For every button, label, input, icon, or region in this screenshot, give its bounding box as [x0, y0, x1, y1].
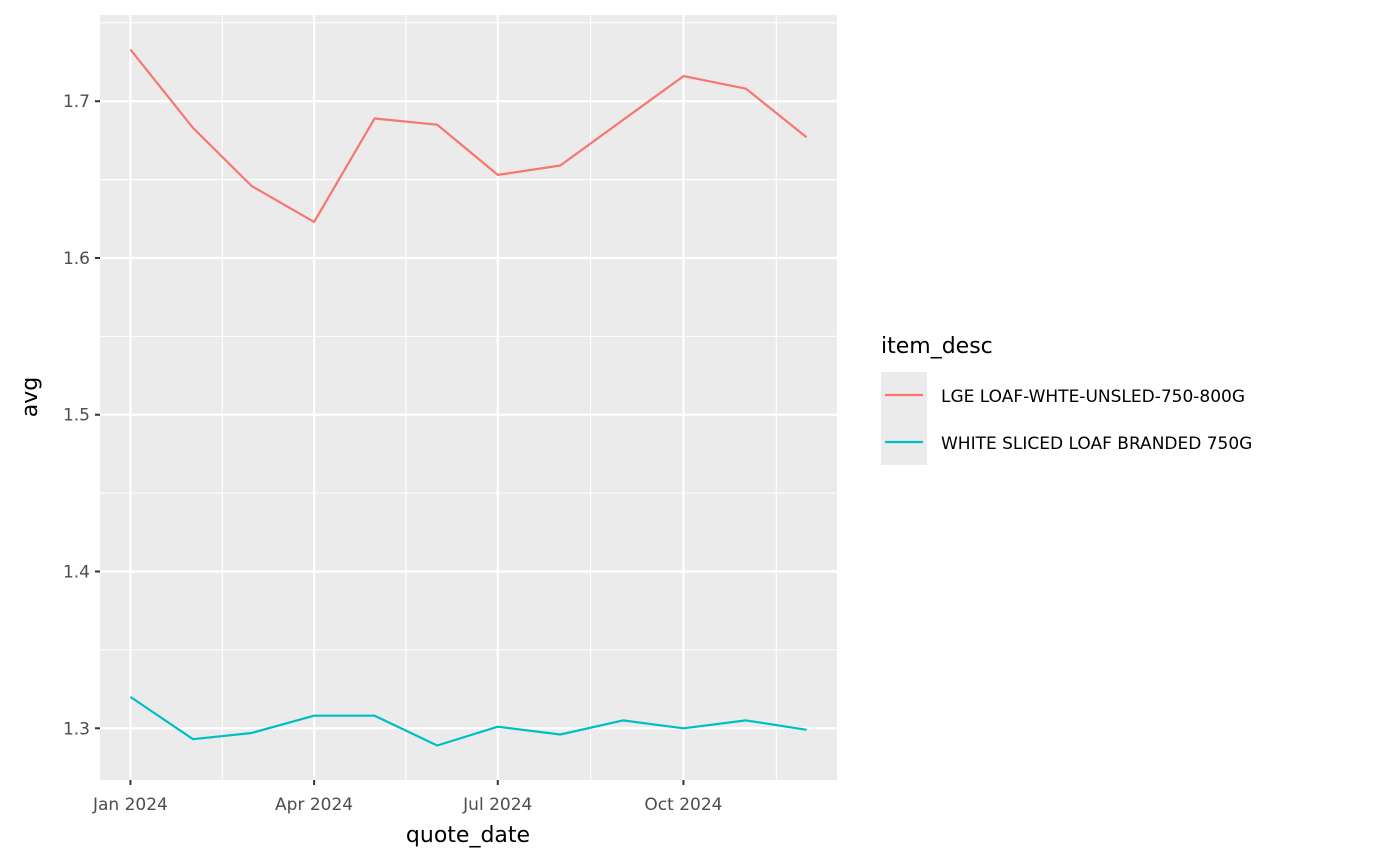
series-line-1: [129, 48, 808, 223]
y-tick-label: 1.7: [63, 92, 90, 112]
legend: item_desc LGE LOAF-WHTE-UNSLED-750-800G …: [881, 334, 1252, 465]
legend-title: item_desc: [881, 334, 993, 359]
y-tick-label: 1.5: [63, 406, 90, 426]
series-lines: [129, 48, 808, 747]
y-tick-label: 1.3: [63, 719, 90, 739]
x-tick-label: Jul 2024: [462, 795, 532, 815]
y-axis: 1.3 1.4 1.5 1.6 1.7: [63, 92, 100, 739]
y-axis-title: avg: [18, 377, 43, 417]
minor-gridlines: [100, 15, 837, 780]
x-axis: Jan 2024 Apr 2024 Jul 2024 Oct 2024: [92, 780, 722, 815]
legend-key-background: [881, 372, 927, 465]
series-line-2: [129, 695, 807, 747]
legend-label-series-1: LGE LOAF-WHTE-UNSLED-750-800G: [941, 387, 1245, 407]
major-gridlines: [100, 15, 837, 780]
x-tick-label: Apr 2024: [275, 795, 353, 815]
legend-label-series-2: WHITE SLICED LOAF BRANDED 750G: [941, 434, 1252, 454]
x-axis-title: quote_date: [406, 823, 530, 848]
x-tick-label: Oct 2024: [644, 795, 722, 815]
x-tick-label: Jan 2024: [92, 795, 168, 815]
y-tick-label: 1.4: [63, 563, 90, 583]
plot-panel: [100, 15, 837, 780]
y-tick-label: 1.6: [63, 249, 90, 269]
